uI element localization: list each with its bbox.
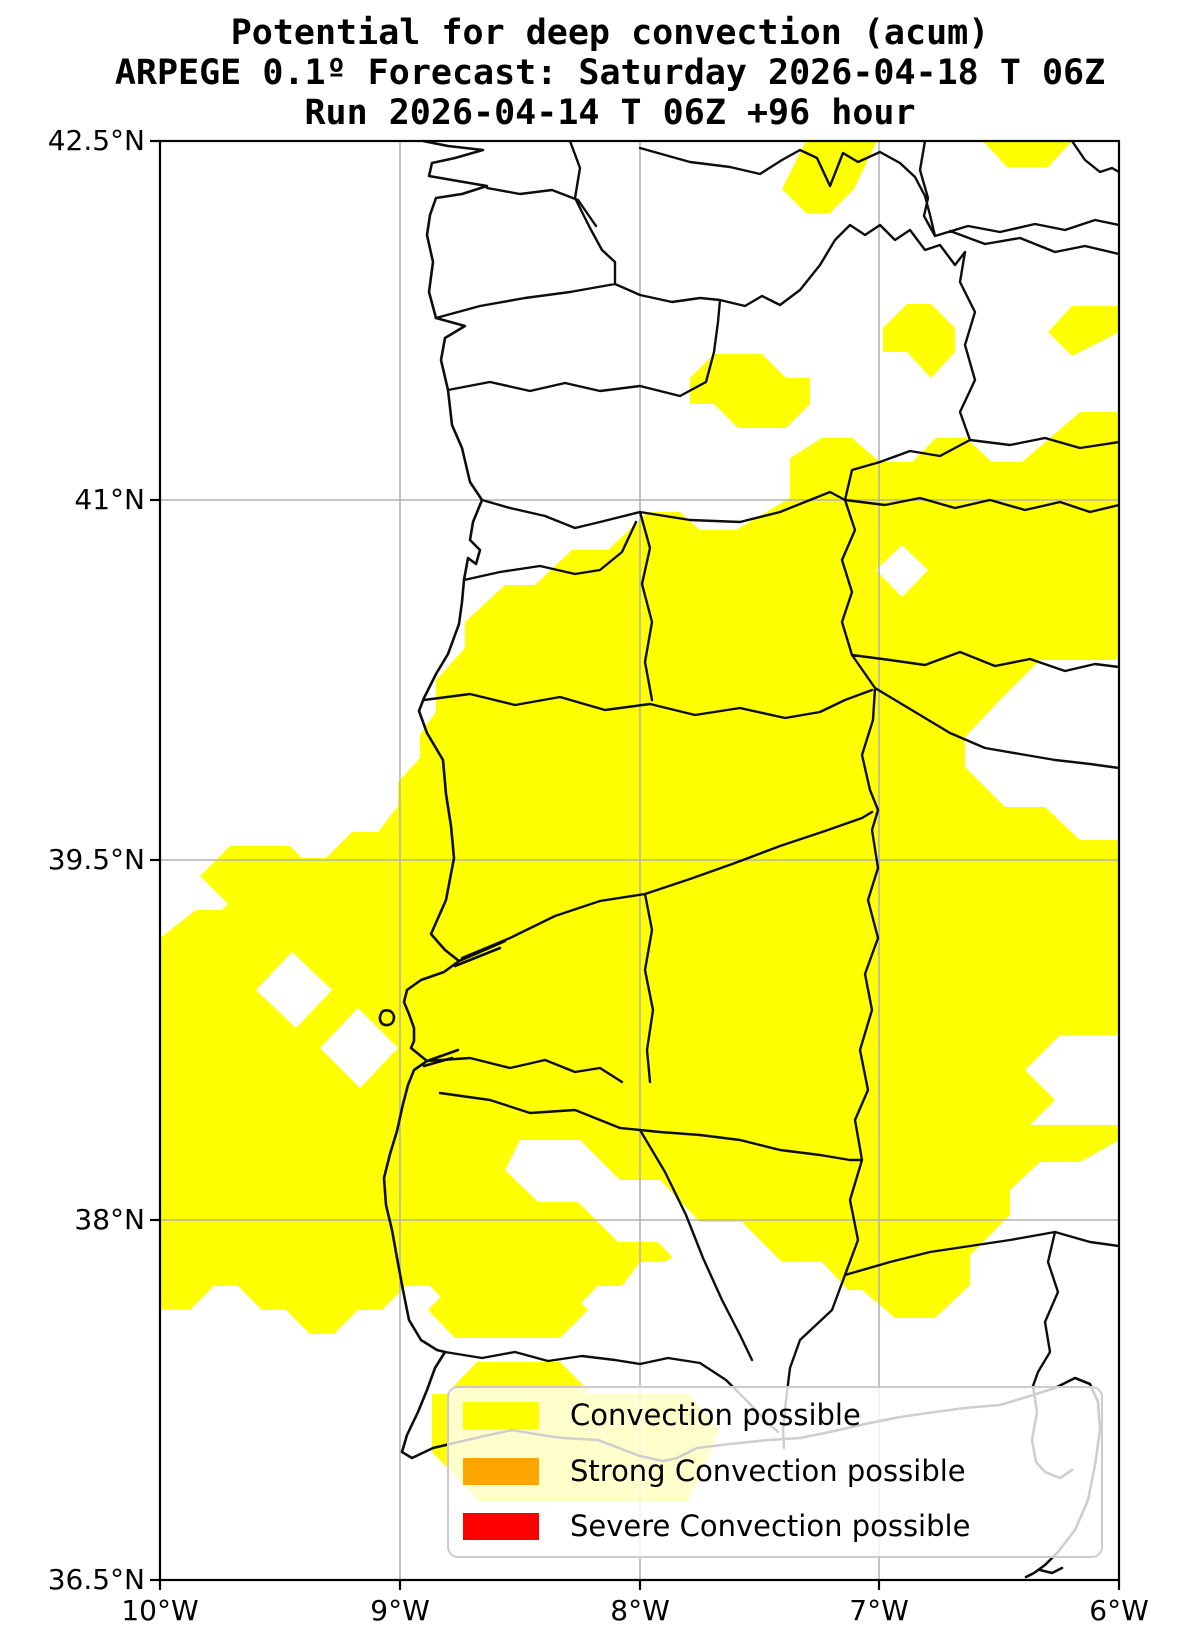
graticule	[160, 141, 1119, 1580]
title-line-1: Potential for deep convection (acum)	[231, 13, 990, 53]
map-legend: Convection possible Strong Convection po…	[447, 1386, 1103, 1558]
x-tick-10w: 10°W	[121, 1594, 198, 1627]
y-tick-36-5n: 36.5°N	[48, 1563, 145, 1596]
coastline	[378, 141, 1102, 1579]
legend-swatch-strong-convection	[463, 1458, 539, 1485]
y-tick-41n: 41°N	[74, 483, 145, 516]
admin-boundaries	[422, 141, 1119, 1450]
title-line-3: Run 2026-04-14 T 06Z +96 hour	[304, 93, 915, 133]
x-tick-9w: 9°W	[370, 1594, 430, 1627]
legend-label-strong-convection: Strong Convection possible	[570, 1454, 966, 1488]
legend-swatch-convection	[463, 1402, 539, 1429]
x-tick-8w: 8°W	[610, 1594, 670, 1627]
y-axis-labels: 42.5°N 41°N 39.5°N 38°N 36.5°N	[48, 124, 145, 1596]
axis-ticks	[150, 139, 1121, 1590]
legend-label-severe-convection: Severe Convection possible	[570, 1509, 970, 1543]
y-tick-39-5n: 39.5°N	[48, 843, 145, 876]
x-tick-7w: 7°W	[849, 1594, 909, 1627]
legend-swatch-severe-convection	[463, 1513, 539, 1540]
legend-label-convection: Convection possible	[570, 1398, 861, 1432]
y-tick-38n: 38°N	[74, 1203, 145, 1236]
title-line-2: ARPEGE 0.1º Forecast: Saturday 2026-04-1…	[115, 53, 1105, 93]
legend-box	[447, 1386, 1103, 1558]
y-tick-42-5n: 42.5°N	[48, 124, 145, 157]
x-axis-labels: 10°W 9°W 8°W 7°W 6°W	[121, 1594, 1148, 1627]
x-tick-6w: 6°W	[1089, 1594, 1149, 1627]
